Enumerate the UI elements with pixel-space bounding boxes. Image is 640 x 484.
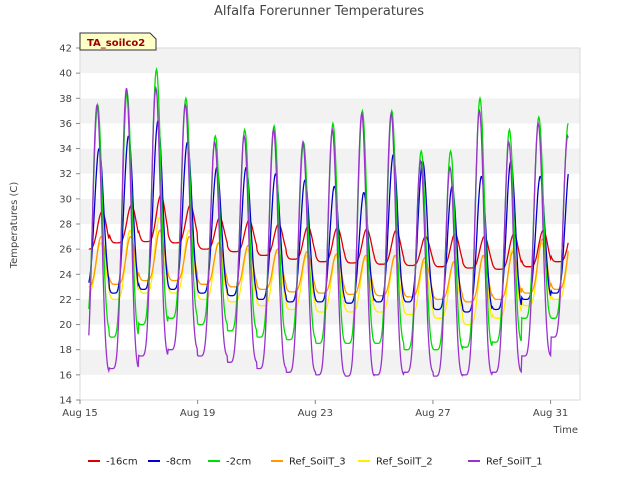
y-tick-label: 38 — [59, 94, 72, 105]
series-layer — [88, 66, 569, 377]
series-line — [88, 85, 569, 377]
x-tick-label: Aug 27 — [415, 408, 450, 419]
y-tick-label: 14 — [59, 396, 72, 407]
y-tick-label: 18 — [59, 345, 72, 356]
series-line — [88, 120, 569, 313]
y-tick-label: 30 — [59, 194, 72, 205]
plot-band — [80, 374, 580, 400]
plot-band — [80, 123, 580, 149]
y-tick-label: 36 — [59, 119, 72, 130]
y-tick-label: 32 — [59, 169, 72, 180]
x-axis-ticks: Aug 15 Aug 19 Aug 23 Aug 27 Aug 31 — [62, 400, 568, 419]
plot-band — [80, 324, 580, 350]
badge-label: TA_soilco2 — [87, 38, 145, 49]
legend-label: Ref_SoilT_1 — [486, 457, 543, 468]
x-tick-label: Aug 15 — [62, 408, 97, 419]
legend-label: Ref_SoilT_3 — [289, 457, 346, 468]
legend-label: -16cm — [106, 457, 138, 468]
badge: TA_soilco2 — [79, 32, 157, 51]
plot-band — [80, 48, 580, 74]
x-tick-label: Aug 23 — [298, 408, 333, 419]
y-tick-label: 34 — [59, 144, 72, 155]
series-line — [88, 216, 569, 326]
y-tick-label: 16 — [59, 370, 72, 381]
legend-label: Ref_SoilT_2 — [376, 457, 433, 468]
y-axis-label: Temperatures (C) — [9, 182, 20, 270]
y-tick-label: 28 — [59, 220, 72, 231]
y-tick-label: 22 — [59, 295, 72, 306]
legend: -16cm -8cm -2cm Ref_SoilT_3 Ref_SoilT_2 Ref_S… — [88, 457, 543, 468]
plot-band — [80, 73, 580, 99]
y-axis-ticks: 14 16 18 20 22 24 26 28 30 32 34 36 38 40 42 — [59, 44, 80, 407]
y-tick-label: 20 — [59, 320, 72, 331]
y-tick-label: 42 — [59, 44, 72, 55]
badge-box — [79, 32, 157, 51]
chart-title: Alfalfa Forerunner Temperatures — [214, 4, 424, 19]
plot-band — [80, 349, 580, 375]
legend-label: -8cm — [166, 457, 191, 468]
legend-label: -2cm — [226, 457, 251, 468]
y-tick-label: 24 — [59, 270, 72, 281]
plot-band — [80, 98, 580, 124]
x-tick-label: Aug 31 — [533, 408, 568, 419]
x-axis-label: Time — [553, 425, 578, 436]
y-tick-label: 40 — [59, 69, 72, 80]
x-tick-label: Aug 19 — [180, 408, 215, 419]
y-tick-label: 26 — [59, 245, 72, 256]
